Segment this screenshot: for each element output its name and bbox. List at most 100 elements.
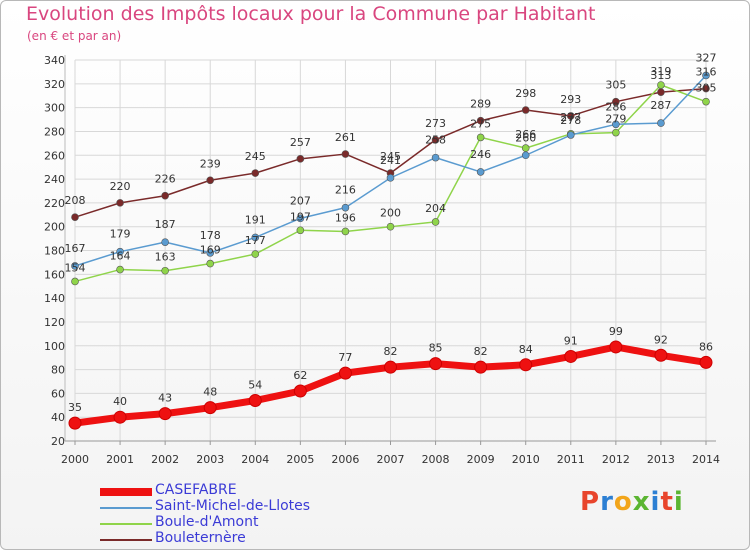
x-tick-label: 2008 <box>422 453 450 466</box>
data-label-saint-michel-de-llotes: 167 <box>65 242 86 255</box>
data-point-casefabre <box>68 416 82 430</box>
data-label-bouleterne-re: 245 <box>380 150 401 163</box>
data-label-saint-michel-de-llotes: 241 <box>380 154 401 167</box>
chart-series <box>68 71 713 430</box>
data-point-casefabre <box>384 360 397 374</box>
data-point-casefabre <box>338 366 352 380</box>
data-point-casefabre <box>293 384 307 398</box>
legend-swatch <box>100 507 152 509</box>
data-label-boule-d-amont: 200 <box>380 207 401 220</box>
x-tick-label: 2003 <box>196 453 224 466</box>
data-point-saint-michel-de-llotes <box>161 238 169 246</box>
data-label-boule-d-amont: 266 <box>515 128 536 141</box>
data-point-saint-michel-de-llotes <box>296 214 305 223</box>
x-tick-label: 2002 <box>151 453 179 466</box>
data-label-casefabre: 91 <box>564 334 578 347</box>
data-label-saint-michel-de-llotes: 260 <box>515 131 536 144</box>
data-label-casefabre: 77 <box>338 351 352 364</box>
data-point-casefabre <box>609 340 623 354</box>
data-point-saint-michel-de-llotes <box>566 131 575 139</box>
y-tick-label: 140 <box>44 292 65 305</box>
data-point-bouleterne-re <box>566 112 575 120</box>
data-point-bouleterne-re <box>116 199 124 207</box>
data-point-boule-d-amont <box>161 266 169 275</box>
data-point-saint-michel-de-llotes <box>431 153 440 162</box>
data-label-saint-michel-de-llotes: 327 <box>696 51 717 64</box>
data-label-saint-michel-de-llotes: 216 <box>335 184 356 197</box>
data-label-casefabre: 82 <box>474 345 488 358</box>
data-label-casefabre: 54 <box>248 379 262 392</box>
data-point-boule-d-amont <box>71 277 79 286</box>
y-tick-label: 220 <box>44 197 65 210</box>
y-tick-label: 300 <box>44 102 65 115</box>
data-point-saint-michel-de-llotes <box>386 174 395 182</box>
data-label-bouleterne-re: 298 <box>515 87 536 100</box>
data-label-saint-michel-de-llotes: 179 <box>110 228 131 241</box>
data-label-casefabre: 84 <box>519 343 533 356</box>
data-label-casefabre: 40 <box>113 395 127 408</box>
x-tick-label: 2011 <box>557 453 585 466</box>
y-tick-label: 240 <box>44 173 65 186</box>
data-point-saint-michel-de-llotes <box>71 262 79 270</box>
x-tick-label: 2004 <box>241 453 269 466</box>
data-point-casefabre <box>203 401 217 415</box>
y-tick-label: 60 <box>51 387 65 400</box>
data-label-boule-d-amont: 169 <box>200 244 221 257</box>
data-point-bouleterne-re <box>657 88 665 96</box>
logo-letter: i <box>673 487 684 517</box>
data-label-bouleterne-re: 313 <box>650 69 671 82</box>
data-label-boule-d-amont: 319 <box>650 65 671 78</box>
logo-letter: o <box>613 487 633 517</box>
data-label-boule-d-amont: 163 <box>155 251 176 264</box>
data-label-bouleterne-re: 257 <box>290 136 311 149</box>
data-label-boule-d-amont: 196 <box>335 211 356 224</box>
data-point-bouleterne-re <box>431 135 440 144</box>
data-point-bouleterne-re <box>521 106 530 114</box>
data-point-boule-d-amont <box>431 218 440 226</box>
data-label-bouleterne-re: 293 <box>560 93 581 106</box>
data-label-saint-michel-de-llotes: 246 <box>470 148 491 161</box>
data-label-casefabre: 62 <box>293 369 307 382</box>
data-point-boule-d-amont <box>296 226 305 235</box>
data-label-bouleterne-re: 239 <box>200 157 221 170</box>
y-tick-label: 160 <box>44 268 65 281</box>
data-point-casefabre <box>654 348 668 362</box>
line-chart: 20 40 60 80 100 120 140 160 180 200 220 240 260 280 30… <box>44 51 720 466</box>
data-point-saint-michel-de-llotes <box>116 247 124 256</box>
data-point-boule-d-amont <box>206 259 215 268</box>
data-point-casefabre <box>699 355 713 369</box>
legend-label: Saint-Michel-de-Llotes <box>155 498 311 514</box>
y-tick-label: 260 <box>44 149 65 162</box>
y-tick-label: 320 <box>44 78 65 91</box>
data-point-bouleterne-re <box>71 213 79 221</box>
data-label-saint-michel-de-llotes: 187 <box>155 218 176 231</box>
data-label-bouleterne-re: 273 <box>425 117 446 130</box>
data-point-bouleterne-re <box>161 191 169 200</box>
data-label-saint-michel-de-llotes: 287 <box>650 99 671 112</box>
data-point-boule-d-amont <box>116 265 124 274</box>
data-label-casefabre: 43 <box>158 392 172 405</box>
x-tick-label: 2009 <box>467 453 495 466</box>
data-labels: 35 40 43 48 54 62 77 82 85 82 84 91 99 92 86 167 179 187 1… <box>65 51 717 414</box>
data-label-bouleterne-re: 289 <box>470 98 491 111</box>
data-label-casefabre: 85 <box>429 342 443 355</box>
data-label-bouleterne-re: 305 <box>605 79 626 92</box>
data-point-bouleterne-re <box>206 176 215 185</box>
data-point-bouleterne-re <box>296 155 305 163</box>
data-label-bouleterne-re: 220 <box>110 180 131 193</box>
data-point-casefabre <box>474 360 488 374</box>
x-tick-label: 2001 <box>106 453 134 466</box>
data-label-casefabre: 92 <box>654 333 668 346</box>
data-label-boule-d-amont: 279 <box>605 113 626 126</box>
data-label-casefabre: 48 <box>203 386 217 399</box>
data-point-casefabre <box>564 349 578 363</box>
data-point-saint-michel-de-llotes <box>702 71 710 80</box>
data-point-casefabre <box>429 357 443 371</box>
x-tick-label: 2010 <box>512 453 540 466</box>
x-tick-label: 2012 <box>602 453 630 466</box>
data-label-bouleterne-re: 226 <box>155 173 176 186</box>
data-point-bouleterne-re <box>341 150 350 158</box>
data-label-saint-michel-de-llotes: 207 <box>290 194 311 207</box>
data-label-boule-d-amont: 164 <box>110 250 131 263</box>
